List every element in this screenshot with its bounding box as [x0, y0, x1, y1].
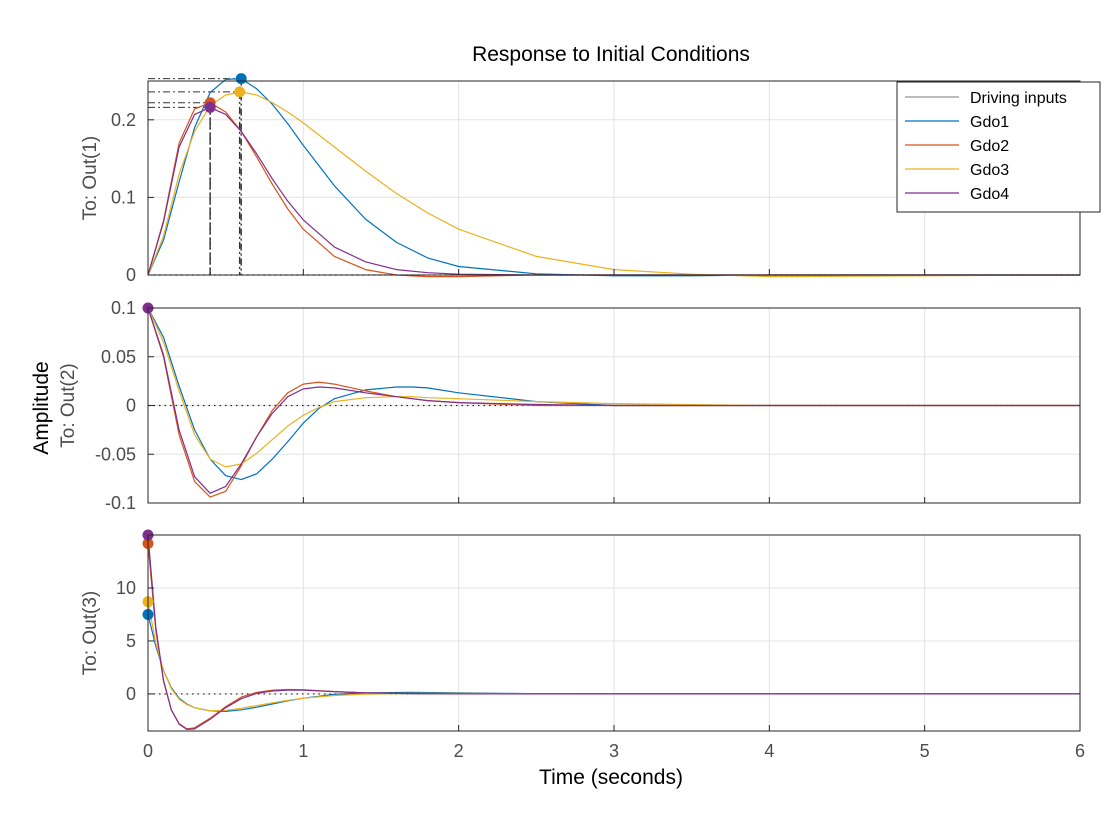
subplot-y-label: To: Out(2)	[58, 363, 79, 447]
peak-marker-gdo4[interactable]	[204, 101, 216, 113]
legend: Driving inputs Gdo1 Gdo2 Gdo3 Gdo4	[896, 81, 1101, 213]
x-tick-label: 6	[1075, 741, 1085, 761]
y-tick-label: 0	[126, 265, 136, 285]
series-line-gdo2	[147, 307, 1080, 498]
legend-label-gdo2: Gdo2	[970, 138, 1009, 155]
peak-marker-gdo3[interactable]	[234, 86, 246, 98]
x-axis-label: Time (seconds)	[539, 766, 683, 789]
y-tick-label: -0.05	[95, 444, 136, 464]
y-axis-label: Amplitude	[30, 361, 53, 454]
subplot-out3: 0 5 10 To: Out(3) 0 1 2 3 4 5 6	[80, 529, 1085, 761]
y-tick-label: 0.2	[111, 110, 136, 130]
peak-marker-gdo1[interactable]	[235, 73, 247, 85]
series-line-gdo3	[147, 91, 1081, 278]
legend-box	[896, 81, 1101, 213]
series-line-gdo3	[147, 307, 1080, 468]
series-line-gdo1	[147, 78, 1080, 277]
y-tick-label: 0.1	[111, 187, 136, 207]
x-tick-label: 1	[298, 741, 308, 761]
subplot-out2: -0.1 -0.05 0 0.05 0.1 To: Out(2)	[58, 298, 1081, 513]
x-tick-label: 4	[764, 741, 774, 761]
series-line-gdo4	[147, 534, 1080, 731]
y-tick-label: 0	[126, 684, 136, 704]
legend-label-gdo3: Gdo3	[970, 162, 1009, 179]
legend-label-driving-inputs: Driving inputs	[970, 90, 1067, 107]
chart-title: Response to Initial Conditions	[472, 43, 750, 66]
legend-label-gdo1: Gdo1	[970, 114, 1009, 131]
subplot-y-label: To: Out(3)	[80, 591, 101, 675]
x-tick-label: 3	[609, 741, 619, 761]
x-tick-label: 2	[454, 741, 464, 761]
y-tick-label: -0.1	[105, 493, 136, 513]
legend-label-gdo4: Gdo4	[970, 186, 1009, 203]
y-tick-label: 0.1	[111, 298, 136, 318]
subplot-y-label: To: Out(1)	[80, 136, 101, 220]
y-tick-label: 0	[126, 396, 136, 416]
y-tick-label: 0.05	[101, 347, 136, 367]
series-line-gdo4	[147, 307, 1080, 494]
series-line-gdo1	[147, 307, 1080, 481]
x-tick-label: 5	[920, 741, 930, 761]
y-tick-label: 5	[126, 631, 136, 651]
x-tick-label: 0	[143, 741, 153, 761]
y-tick-label: 10	[116, 578, 136, 598]
